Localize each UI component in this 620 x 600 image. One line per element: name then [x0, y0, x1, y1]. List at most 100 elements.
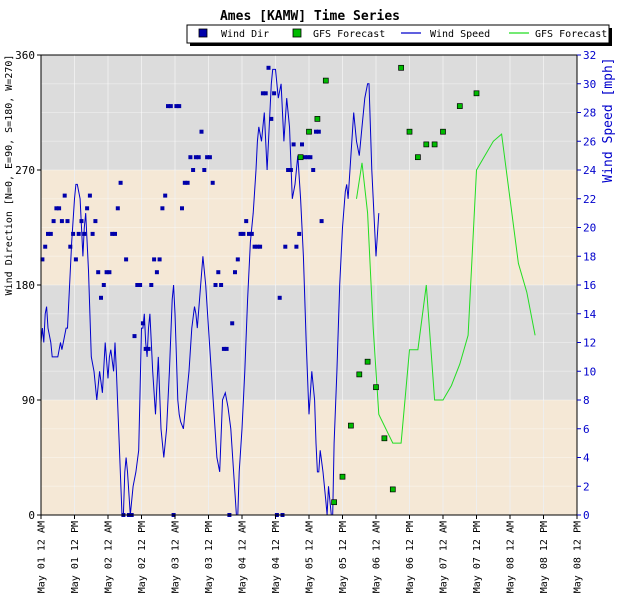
scatter-point-wind-dir: [115, 206, 120, 211]
scatter-point-wind-dir: [283, 244, 288, 249]
scatter-point-wind-dir: [233, 270, 237, 275]
scatter-point-gfs-forecast: [297, 154, 304, 161]
scatter-point-gfs-forecast: [456, 103, 463, 109]
scatter-point-wind-dir: [258, 244, 263, 249]
right-axis-tick-label: 12: [583, 337, 596, 350]
grid-lines: [40, 54, 578, 516]
left-axis-tick-label: 180: [15, 279, 35, 292]
scatter-point-wind-dir: [140, 321, 145, 326]
scatter-point-gfs-forecast: [373, 384, 379, 391]
x-axis-tick-label: May 07 12 PM: [472, 521, 483, 593]
legend: Wind Dir GFS Forecast Wind Speed GFS For…: [186, 24, 612, 46]
right-axis-tick-label: 8: [583, 394, 590, 407]
scatter-point-wind-dir: [54, 206, 59, 211]
scatter-point-wind-dir: [219, 283, 224, 287]
scatter-point-wind-dir: [210, 180, 215, 185]
x-axis-tick-label: May 04 12 AM: [238, 521, 249, 593]
left-axis-tick-label: 0: [28, 509, 35, 522]
scatter-point-wind-dir: [46, 231, 50, 236]
scatter-point-wind-dir: [297, 231, 302, 236]
x-axis-tick-label: May 08 12 PM: [539, 521, 550, 593]
scatter-point-wind-dir: [185, 180, 190, 185]
scatter-point-wind-dir: [182, 180, 187, 185]
right-axis-tick-label: 32: [583, 49, 596, 62]
scatter-point-wind-dir: [73, 257, 78, 262]
scatter-point-wind-dir: [163, 193, 168, 198]
x-axis-tick-label: May 02 12 AM: [104, 521, 115, 593]
x-axis-tick-label: May 06 12 AM: [372, 521, 383, 593]
scatter-point-gfs-forecast: [423, 141, 430, 148]
right-axis-tick-label: 22: [583, 193, 596, 206]
scatter-point-wind-dir: [311, 168, 316, 172]
scatter-point-wind-dir: [230, 321, 235, 326]
scatter-point-wind-dir: [269, 116, 274, 121]
scatter-point-gfs-forecast: [356, 371, 363, 378]
right-axis-tick-label: 4: [583, 452, 590, 465]
x-axis: May 01 12 AM May 01 12 PM May 02 12 AM May …: [37, 515, 584, 593]
scatter-point-wind-dir: [199, 129, 204, 134]
scatter-point-wind-dir: [247, 231, 251, 236]
x-axis-tick-label: May 01 12 AM: [37, 521, 48, 593]
right-axis-label: Wind Speed [mph]: [601, 57, 616, 182]
scatter-point-gfs-forecast: [431, 141, 438, 148]
right-axis-tick-label: 6: [583, 423, 590, 436]
scatter-point-gfs-forecast: [348, 422, 354, 429]
scatter-point-wind-dir: [96, 270, 101, 275]
scatter-point-gfs-forecast: [306, 128, 312, 135]
series-line-wind-speed: [40, 68, 380, 516]
x-axis-tick-label: May 02 12 PM: [137, 521, 148, 593]
scatter-point-wind-dir: [107, 270, 112, 275]
scatter-point-wind-dir: [305, 155, 310, 160]
scatter-point-wind-dir: [238, 231, 243, 236]
left-axis-tick-label: 90: [22, 394, 35, 407]
scatter-point-wind-dir: [291, 142, 296, 147]
scatter-point-gfs-forecast: [406, 128, 413, 135]
scatter-point-wind-dir: [272, 91, 277, 96]
scatter-point-wind-dir: [157, 257, 162, 262]
scatter-point-wind-dir: [85, 206, 90, 211]
scatter-point-wind-dir: [205, 155, 210, 160]
plot-area: [40, 64, 536, 517]
scatter-point-wind-dir: [113, 231, 117, 236]
right-axis-tick-label: 10: [583, 365, 596, 378]
scatter-point-wind-dir: [308, 155, 313, 160]
scatter-point-gfs-forecast: [331, 499, 337, 506]
scatter-point-wind-dir: [263, 91, 268, 96]
scatter-point-wind-dir: [79, 219, 84, 224]
right-axis-tick-label: 20: [583, 222, 596, 235]
x-axis-tick-label: May 01 12 PM: [70, 521, 81, 593]
scatter-point-wind-dir: [48, 231, 53, 236]
scatter-point-wind-dir: [266, 65, 271, 70]
scatter-point-wind-dir: [152, 257, 157, 262]
scatter-point-wind-dir: [294, 244, 299, 249]
scatter-point-wind-dir: [124, 257, 129, 262]
scatter-point-wind-dir: [146, 346, 151, 351]
scatter-point-wind-dir: [154, 270, 159, 275]
scatter-point-wind-dir: [249, 231, 254, 236]
scatter-point-wind-dir: [286, 168, 291, 172]
scatter-point-wind-dir: [196, 155, 201, 160]
scatter-point-gfs-forecast: [398, 64, 404, 71]
scatter-point-wind-dir: [221, 346, 226, 351]
x-axis-tick-label: May 08 12 AM: [506, 521, 517, 593]
x-axis-tick-label: May 05 12 AM: [305, 521, 316, 593]
scatter-point-gfs-forecast: [364, 358, 371, 365]
scatter-point-wind-dir: [68, 244, 73, 249]
left-axis-tick-label: 360: [15, 49, 35, 62]
right-axis-tick-label: 28: [583, 107, 596, 120]
chart-title: Ames [KAMW] Time Series: [220, 9, 400, 24]
x-axis-tick-label: May 05 12 PM: [338, 521, 349, 593]
scatter-point-wind-dir: [65, 219, 70, 224]
scatter-point-wind-dir: [90, 231, 95, 236]
x-axis-tick-label: May 08 12 PM: [573, 521, 584, 593]
scatter-point-wind-dir: [51, 219, 56, 224]
scatter-point-wind-dir: [213, 283, 218, 287]
scatter-point-wind-dir: [174, 104, 179, 109]
scatter-point-wind-dir: [188, 155, 193, 160]
left-axis-label: Wind Direction [N=0, E=90, S=180, W=270]: [4, 55, 15, 296]
scatter-point-gfs-forecast: [440, 128, 446, 135]
scatter-point-wind-dir: [59, 219, 64, 224]
scatter-point-wind-dir: [62, 193, 67, 198]
